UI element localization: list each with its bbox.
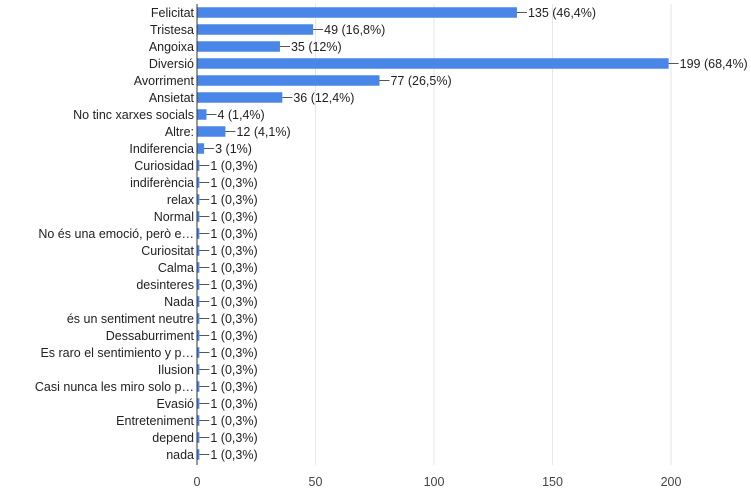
bar bbox=[197, 160, 200, 171]
bar bbox=[197, 364, 200, 375]
bar bbox=[197, 109, 207, 120]
category-label: Es raro el sentimiento y p… bbox=[40, 346, 194, 360]
bar bbox=[197, 228, 200, 239]
bar bbox=[197, 126, 226, 137]
value-label: 4 (1,4%) bbox=[217, 108, 264, 122]
value-label: 77 (26,5%) bbox=[390, 74, 451, 88]
category-label: és un sentiment neutre bbox=[67, 312, 194, 326]
bar bbox=[197, 330, 200, 341]
category-label: Altre: bbox=[165, 125, 194, 139]
value-label: 1 (0,3%) bbox=[210, 346, 257, 360]
value-label: 1 (0,3%) bbox=[210, 295, 257, 309]
bar bbox=[197, 92, 283, 103]
category-label: Dessaburriment bbox=[106, 329, 195, 343]
value-label: 199 (68,4%) bbox=[680, 57, 748, 71]
x-tick-label: 50 bbox=[309, 475, 323, 489]
value-label: 1 (0,3%) bbox=[210, 363, 257, 377]
value-label: 1 (0,3%) bbox=[210, 159, 257, 173]
bar bbox=[197, 279, 200, 290]
category-label: depend bbox=[152, 431, 194, 445]
value-label: 1 (0,3%) bbox=[210, 244, 257, 258]
category-label: relax bbox=[167, 193, 195, 207]
bar bbox=[197, 75, 380, 86]
value-label: 1 (0,3%) bbox=[210, 227, 257, 241]
value-label: 12 (4,1%) bbox=[236, 125, 290, 139]
value-label: 1 (0,3%) bbox=[210, 380, 257, 394]
category-labels: Felicitat Tristesa Angoixa Diversió Avorrime… bbox=[35, 6, 195, 462]
category-label: indiferència bbox=[130, 176, 194, 190]
bar bbox=[197, 415, 200, 426]
category-label: Tristesa bbox=[150, 23, 194, 37]
category-label: Ilusion bbox=[158, 363, 194, 377]
category-label: Indiferencia bbox=[129, 142, 194, 156]
bar bbox=[197, 41, 280, 52]
bar bbox=[197, 398, 200, 409]
value-label: 36 (12,4%) bbox=[293, 91, 354, 105]
value-label: 1 (0,3%) bbox=[210, 312, 257, 326]
category-label: Avorriment bbox=[134, 74, 195, 88]
bar bbox=[197, 194, 200, 205]
x-tick-label: 0 bbox=[194, 475, 201, 489]
value-labels: 135 (46,4%) 49 (16,8%) 35 (12%) 199 (68,4%)… bbox=[199, 6, 748, 462]
category-label: Ansietat bbox=[149, 91, 195, 105]
bar bbox=[197, 245, 200, 256]
value-label: 1 (0,3%) bbox=[210, 414, 257, 428]
bar bbox=[197, 143, 205, 154]
value-label: 1 (0,3%) bbox=[210, 329, 257, 343]
value-label: 1 (0,3%) bbox=[210, 193, 257, 207]
category-label: No és una emoció, però e… bbox=[38, 227, 194, 241]
gridlines bbox=[315, 4, 672, 465]
bar bbox=[197, 313, 200, 324]
category-label: Diversió bbox=[149, 57, 194, 71]
value-label: 1 (0,3%) bbox=[210, 176, 257, 190]
category-label: nada bbox=[166, 448, 194, 462]
category-label: Nada bbox=[164, 295, 194, 309]
bar bbox=[197, 347, 200, 358]
category-label: Angoixa bbox=[149, 40, 194, 54]
bar bbox=[197, 262, 200, 273]
category-label: Curiositat bbox=[141, 244, 194, 258]
category-label: Calma bbox=[158, 261, 194, 275]
bar bbox=[197, 177, 200, 188]
value-label: 49 (16,8%) bbox=[324, 23, 385, 37]
value-label: 1 (0,3%) bbox=[210, 210, 257, 224]
bar bbox=[197, 381, 200, 392]
value-label: 3 (1%) bbox=[215, 142, 252, 156]
x-tick-label: 150 bbox=[542, 475, 563, 489]
value-label: 1 (0,3%) bbox=[210, 261, 257, 275]
bar bbox=[197, 432, 200, 443]
bar bbox=[197, 211, 200, 222]
x-tick-label: 200 bbox=[661, 475, 682, 489]
value-label: 35 (12%) bbox=[291, 40, 342, 54]
bar bbox=[197, 7, 517, 18]
category-label: Curiosidad bbox=[134, 159, 194, 173]
value-label: 135 (46,4%) bbox=[528, 6, 596, 20]
value-label: 1 (0,3%) bbox=[210, 431, 257, 445]
bar bbox=[197, 24, 314, 35]
bar bbox=[197, 449, 200, 460]
bar bbox=[197, 58, 669, 69]
category-label: Casi nunca les miro solo p… bbox=[35, 380, 194, 394]
bars bbox=[197, 7, 669, 460]
value-label: 1 (0,3%) bbox=[210, 448, 257, 462]
x-axis-ticks: 0 50 100 150 200 bbox=[194, 475, 682, 489]
category-label: Entreteniment bbox=[116, 414, 194, 428]
bar bbox=[197, 296, 200, 307]
category-label: No tinc xarxes socials bbox=[73, 108, 194, 122]
category-label: Evasió bbox=[156, 397, 194, 411]
value-label: 1 (0,3%) bbox=[210, 397, 257, 411]
value-label: 1 (0,3%) bbox=[210, 278, 257, 292]
category-label: desinteres bbox=[136, 278, 194, 292]
x-tick-label: 100 bbox=[424, 475, 445, 489]
category-label: Normal bbox=[154, 210, 194, 224]
category-label: Felicitat bbox=[151, 6, 195, 20]
